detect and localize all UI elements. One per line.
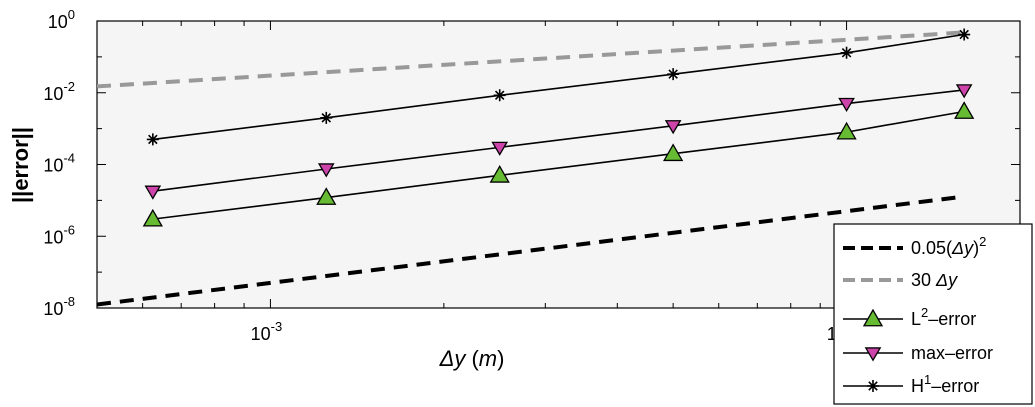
data-point-4-2 bbox=[493, 89, 506, 102]
data-point-4-5 bbox=[958, 28, 971, 41]
data-point-2-1 bbox=[316, 187, 337, 205]
y-tick-label: 10-4 bbox=[43, 151, 75, 176]
data-point-2-5 bbox=[954, 101, 975, 119]
data-point-4-4 bbox=[840, 46, 853, 59]
series-line-1 bbox=[97, 30, 965, 89]
x-axis-title-var: Δy bbox=[439, 346, 468, 371]
y-tick-label: 10-2 bbox=[43, 79, 75, 104]
legend-marker-2 bbox=[862, 308, 884, 327]
y-axis-title: ||error|| bbox=[8, 127, 33, 203]
legend-label-1: 30 Δy bbox=[911, 270, 958, 290]
data-point-2-3 bbox=[663, 143, 684, 162]
data-point-3-5 bbox=[955, 84, 973, 99]
y-tick-label: 100 bbox=[48, 7, 75, 32]
y-tick-label: 10-6 bbox=[43, 222, 75, 247]
data-point-3-0 bbox=[144, 185, 162, 200]
data-point-3-3 bbox=[664, 120, 682, 135]
data-point-4-0 bbox=[146, 133, 159, 146]
series-line-2 bbox=[152, 110, 965, 220]
legend-marker-3 bbox=[864, 347, 882, 362]
y-tick-label: 10-8 bbox=[43, 294, 75, 319]
data-point-2-4 bbox=[836, 121, 857, 140]
series-line-3 bbox=[152, 89, 965, 193]
legend: 0.05(Δy)2 30 Δy L2–error max–error H1–error bbox=[833, 223, 1033, 405]
series-line-0 bbox=[97, 194, 965, 307]
data-point-4-3 bbox=[667, 68, 680, 81]
x-axis-title: Δy (m) bbox=[439, 346, 505, 371]
data-point-3-2 bbox=[491, 141, 509, 156]
legend-marker-4 bbox=[867, 380, 879, 392]
legend-label-4: H1–error bbox=[911, 372, 979, 396]
data-point-3-1 bbox=[317, 163, 335, 178]
series-line-4 bbox=[152, 33, 965, 141]
legend-label-0: 0.05(Δy)2 bbox=[911, 234, 986, 258]
legend-box bbox=[833, 223, 1033, 405]
data-point-2-2 bbox=[489, 164, 510, 183]
legend-label-3: max–error bbox=[911, 343, 993, 363]
data-point-4-1 bbox=[320, 111, 333, 124]
legend-label-2: L2–error bbox=[911, 305, 976, 329]
data-point-2-0 bbox=[142, 208, 163, 227]
x-tick-label: 10-3 bbox=[251, 319, 283, 344]
data-point-3-4 bbox=[838, 97, 855, 113]
series-layer bbox=[97, 28, 975, 307]
